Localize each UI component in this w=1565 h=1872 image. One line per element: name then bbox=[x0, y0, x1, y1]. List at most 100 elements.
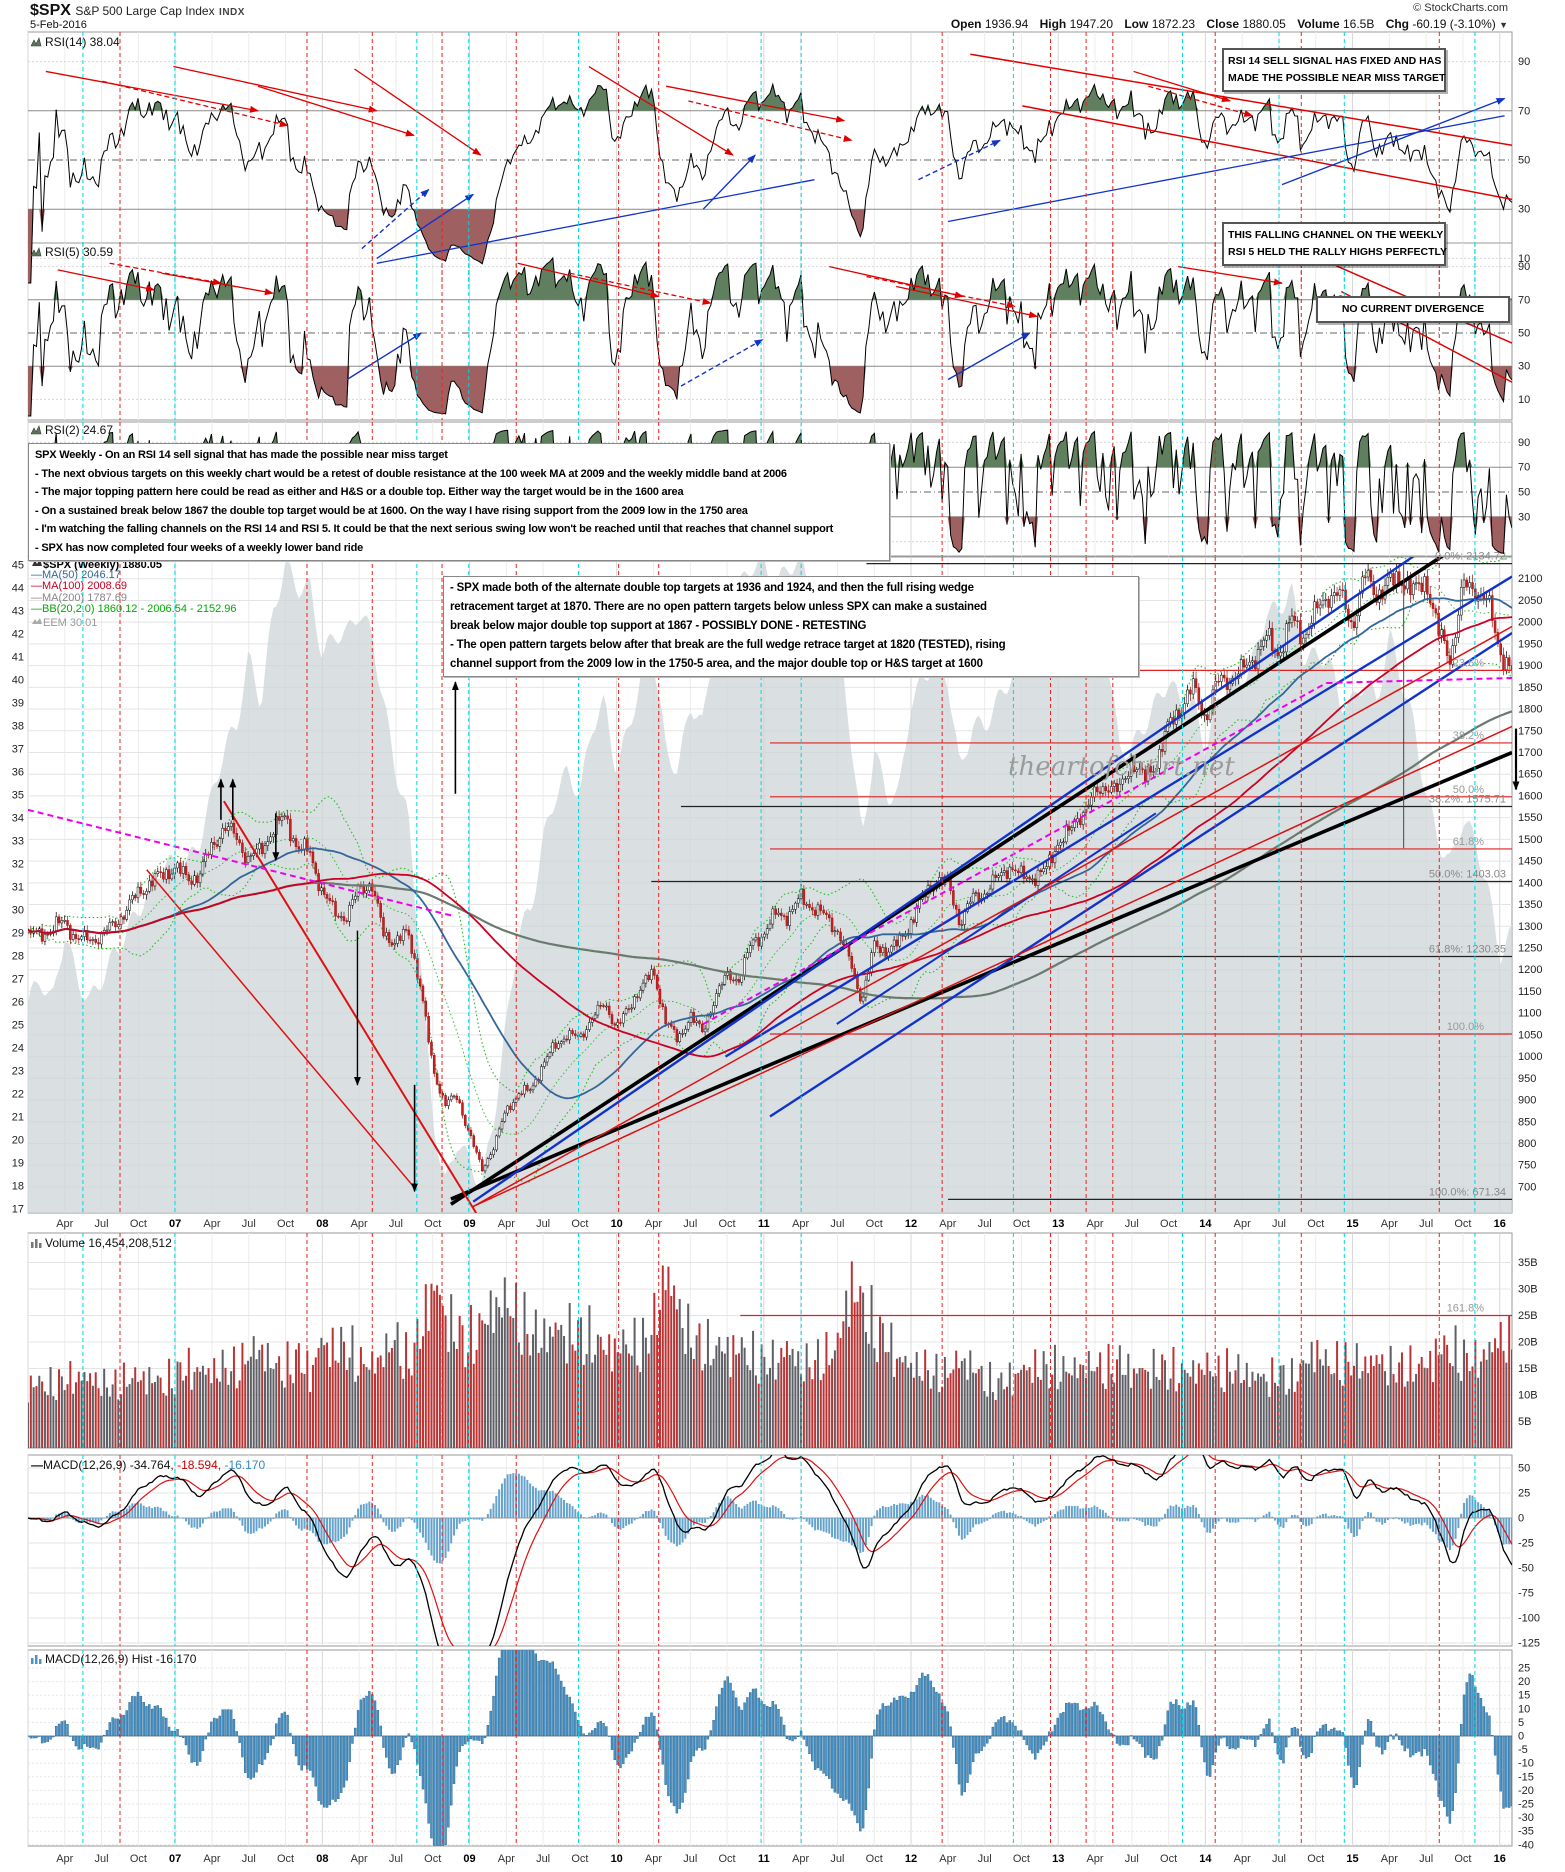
price-plot bbox=[28, 557, 1512, 1213]
svg-text:Oct: Oct bbox=[719, 1853, 736, 1865]
svg-text:Oct: Oct bbox=[424, 1853, 441, 1865]
svg-text:90: 90 bbox=[1518, 437, 1530, 449]
copyright: © StockCharts.com bbox=[1413, 2, 1508, 14]
indicator-icon bbox=[30, 424, 42, 438]
svg-text:Oct: Oct bbox=[571, 1218, 588, 1230]
svg-text:Oct: Oct bbox=[866, 1853, 883, 1865]
svg-text:36: 36 bbox=[12, 767, 24, 779]
svg-text:1650: 1650 bbox=[1518, 769, 1542, 781]
volume-bars-icon bbox=[31, 1237, 42, 1251]
svg-text:43: 43 bbox=[12, 606, 24, 618]
svg-text:39: 39 bbox=[12, 698, 24, 710]
svg-text:61.8%: 1230.35: 61.8%: 1230.35 bbox=[1429, 944, 1506, 956]
svg-text:35B: 35B bbox=[1518, 1257, 1538, 1269]
svg-text:1850: 1850 bbox=[1518, 682, 1542, 694]
macd-signal-value: -18.594, bbox=[173, 1458, 222, 1472]
svg-text:09: 09 bbox=[463, 1218, 475, 1230]
svg-text:Apr: Apr bbox=[939, 1853, 956, 1865]
svg-text:Jul: Jul bbox=[683, 1853, 697, 1865]
svg-text:5: 5 bbox=[1518, 1717, 1524, 1729]
price-legend: $SPX (Weekly) 1880.05 —MA(50) 2046.17 —M… bbox=[31, 559, 237, 629]
svg-text:13: 13 bbox=[1052, 1853, 1064, 1865]
svg-text:30: 30 bbox=[12, 905, 24, 917]
svg-text:45: 45 bbox=[12, 560, 24, 572]
svg-text:10: 10 bbox=[611, 1853, 623, 1865]
svg-text:21: 21 bbox=[12, 1112, 24, 1124]
svg-text:1500: 1500 bbox=[1518, 834, 1542, 846]
svg-text:Apr: Apr bbox=[351, 1218, 368, 1230]
macd-hist-value: -16.170 bbox=[221, 1458, 266, 1472]
targets-notes-box: - SPX made both of the alternate double … bbox=[443, 576, 1139, 677]
quote-bar: Open 1936.94 High 1947.20 Low 1872.23 Cl… bbox=[943, 17, 1508, 31]
svg-text:Jul: Jul bbox=[536, 1853, 550, 1865]
svg-text:23: 23 bbox=[12, 1066, 24, 1078]
svg-text:1800: 1800 bbox=[1518, 704, 1542, 716]
svg-text:19: 19 bbox=[12, 1158, 24, 1170]
volume-label: Volume bbox=[1297, 17, 1340, 31]
svg-text:10: 10 bbox=[1518, 394, 1530, 406]
svg-text:30B: 30B bbox=[1518, 1284, 1538, 1296]
svg-text:50: 50 bbox=[1518, 328, 1530, 340]
open-label: Open bbox=[950, 17, 982, 31]
svg-text:Apr: Apr bbox=[498, 1853, 515, 1865]
volume-panel-label: Volume 16,454,208,512 bbox=[31, 1236, 172, 1251]
svg-text:10: 10 bbox=[1518, 1703, 1530, 1715]
svg-text:Apr: Apr bbox=[1234, 1853, 1251, 1865]
svg-text:Jul: Jul bbox=[95, 1853, 109, 1865]
rsi5-label: RSI(5) 30.59 bbox=[30, 245, 113, 260]
svg-text:Oct: Oct bbox=[130, 1218, 147, 1230]
svg-text:Oct: Oct bbox=[130, 1853, 147, 1865]
svg-text:Apr: Apr bbox=[1086, 1218, 1103, 1230]
svg-text:16: 16 bbox=[1494, 1218, 1506, 1230]
chart-style-icon bbox=[31, 559, 43, 571]
svg-text:Oct: Oct bbox=[719, 1218, 736, 1230]
close-value: 1880.05 bbox=[1242, 17, 1286, 31]
symbol-name: S&P 500 Large Cap Index bbox=[75, 4, 215, 18]
svg-text:20: 20 bbox=[12, 1135, 24, 1147]
svg-text:Jul: Jul bbox=[1125, 1218, 1139, 1230]
svg-text:Oct: Oct bbox=[1454, 1853, 1471, 1865]
svg-text:Apr: Apr bbox=[498, 1218, 515, 1230]
svg-text:-10: -10 bbox=[1518, 1758, 1534, 1770]
legend-eem: EEM 30.01 bbox=[43, 616, 98, 629]
svg-text:161.8%: 161.8% bbox=[1447, 1303, 1485, 1315]
svg-text:61.8%: 61.8% bbox=[1453, 836, 1484, 848]
svg-text:Jul: Jul bbox=[242, 1218, 256, 1230]
svg-text:37: 37 bbox=[12, 744, 24, 756]
svg-text:Apr: Apr bbox=[645, 1853, 662, 1865]
svg-text:Jul: Jul bbox=[1419, 1853, 1433, 1865]
svg-text:Jul: Jul bbox=[978, 1218, 992, 1230]
svg-text:Oct: Oct bbox=[1013, 1853, 1030, 1865]
indicator-icon bbox=[31, 1653, 42, 1667]
svg-text:33: 33 bbox=[12, 836, 24, 848]
legend-ma200: MA(200) 1787.69 bbox=[42, 591, 127, 604]
svg-text:10: 10 bbox=[1518, 253, 1530, 265]
svg-text:31: 31 bbox=[12, 882, 24, 894]
svg-text:14: 14 bbox=[1199, 1853, 1212, 1865]
svg-text:900: 900 bbox=[1518, 1095, 1536, 1107]
svg-text:15: 15 bbox=[1518, 1690, 1530, 1702]
svg-text:30: 30 bbox=[1518, 204, 1530, 216]
svg-text:1050: 1050 bbox=[1518, 1029, 1542, 1041]
svg-text:10: 10 bbox=[611, 1218, 623, 1230]
svg-text:28: 28 bbox=[12, 951, 24, 963]
svg-text:0: 0 bbox=[1518, 1513, 1524, 1525]
close-label: Close bbox=[1206, 17, 1240, 31]
svg-text:11: 11 bbox=[758, 1218, 770, 1230]
svg-text:50: 50 bbox=[1518, 155, 1530, 167]
svg-text:950: 950 bbox=[1518, 1073, 1536, 1085]
svg-text:5B: 5B bbox=[1518, 1416, 1531, 1428]
svg-text:-50: -50 bbox=[1518, 1563, 1534, 1575]
high-value: 1947.20 bbox=[1069, 17, 1113, 31]
svg-text:41: 41 bbox=[12, 652, 24, 664]
chevron-down-icon[interactable]: ▼ bbox=[1499, 20, 1508, 30]
svg-text:Oct: Oct bbox=[866, 1218, 883, 1230]
svg-text:700: 700 bbox=[1518, 1181, 1536, 1193]
svg-text:850: 850 bbox=[1518, 1116, 1536, 1128]
svg-text:Oct: Oct bbox=[1013, 1218, 1030, 1230]
svg-text:1000: 1000 bbox=[1518, 1051, 1542, 1063]
svg-text:Jul: Jul bbox=[830, 1218, 844, 1230]
svg-text:38.2%: 38.2% bbox=[1453, 730, 1484, 742]
svg-text:Jul: Jul bbox=[1125, 1853, 1139, 1865]
indicator-icon bbox=[30, 246, 42, 260]
